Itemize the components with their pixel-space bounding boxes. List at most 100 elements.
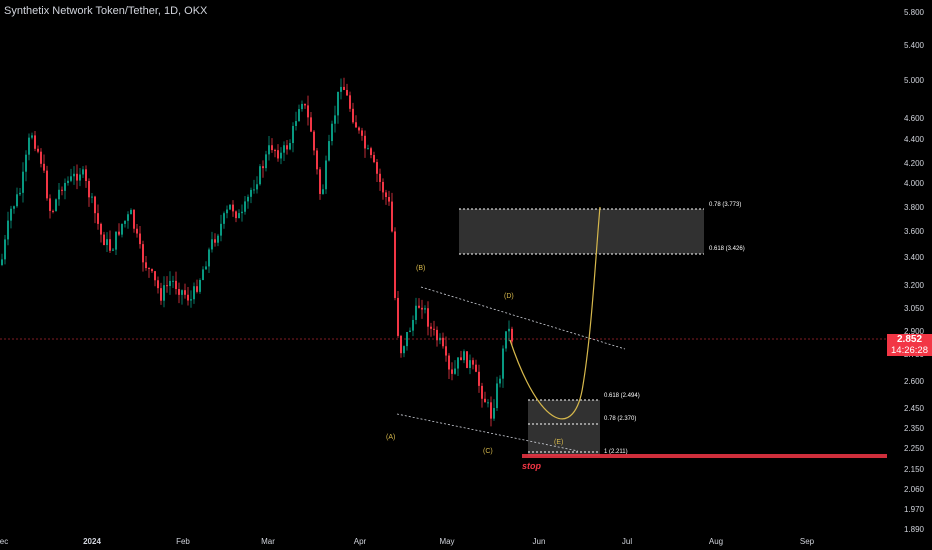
candle-body [472,360,474,365]
candle-body [190,299,192,301]
candle-body [256,184,258,190]
candle-body [4,239,6,260]
candle-body [250,189,252,197]
fib-078-upper-label: 0.78 (3.773) [709,202,741,208]
candle-body [346,89,348,96]
candle-body [382,181,384,193]
candle-body [421,307,423,310]
candle-body [253,189,255,191]
wave-label-b: (B) [416,265,425,272]
candle-body [424,308,426,310]
candle-body [427,308,429,327]
candle-body [202,269,204,280]
price-tick-label: 4.600 [904,114,925,123]
price-tick-label: 2.600 [904,377,925,386]
stop-line[interactable] [522,454,887,458]
candle-body [205,266,207,270]
candle-body [379,173,381,182]
candle-body [10,208,12,221]
candle-body [97,213,99,224]
candle-body [367,148,369,150]
candle-body [139,233,141,245]
candle-body [328,141,330,161]
fib-0618-lower-label: 0.618 (2.494) [604,393,640,399]
candle-body [490,402,492,419]
fib-078-lower-label: 0.78 (2.370) [604,416,636,422]
candle-body [85,169,87,182]
candle-body [391,201,393,232]
candle-body [340,86,342,92]
price-tick-label: 1.970 [904,505,925,514]
candle-body [163,285,165,301]
candle-body [187,294,189,301]
time-tick-label: Sep [800,537,815,546]
candle-body [385,192,387,198]
candle-body [127,214,129,221]
candle-body [319,169,321,194]
candle-body [175,280,177,290]
time-axis[interactable]: ec 2024 Feb Mar Apr May Jun Jul Aug Sep [0,537,815,546]
candle-body [292,125,294,144]
time-tick-label: Jun [533,537,546,546]
candle-body [442,337,444,347]
price-tick-label: 4.200 [904,159,925,168]
candle-body [496,383,498,409]
candle-body [184,290,186,295]
candle-body [304,103,306,106]
price-tick-label: 3.800 [904,203,925,212]
candle-body [268,145,270,155]
candle-body [109,239,111,251]
candle-body [91,196,93,198]
upper-target-zone[interactable] [459,209,704,254]
candle-body [403,346,405,354]
candle-body [409,330,411,332]
candle-body [301,103,303,110]
wave-label-e: (E) [554,439,563,446]
time-tick-label: Aug [709,537,723,546]
projection-path[interactable] [509,206,601,420]
candle-body [22,171,24,193]
candle-body [376,162,378,174]
candle-body [64,182,66,191]
candle-body [316,150,318,170]
candle-body [136,228,138,234]
candle-body [343,86,345,90]
lower-trendline[interactable] [396,413,579,452]
candle-body [76,173,78,181]
time-tick-label: Mar [261,537,275,546]
candle-body [502,348,504,379]
candle-body [313,131,315,151]
candle-body [13,206,15,209]
candle-body [217,235,219,243]
candle-body [478,371,480,386]
wave-label-a: (A) [386,434,395,441]
lower-target-zone[interactable] [528,400,600,456]
upper-trendline[interactable] [420,286,626,350]
candle-body [337,91,339,116]
candle-body [436,329,438,341]
candle-body [310,117,312,132]
candle-body [448,355,450,370]
time-tick-label: Apr [354,537,367,546]
price-tick-label: 3.600 [904,227,925,236]
fib-1-lower-label: 1 (2.211) [604,449,628,455]
candle-body [364,135,366,149]
candle-body [295,121,297,126]
candle-body [373,155,375,163]
candle-body [52,210,54,212]
candle-body [400,335,402,354]
candle-body [154,271,156,281]
price-axis[interactable]: 5.800 5.400 5.000 4.600 4.400 4.200 4.000 3.800… [904,8,925,534]
candle-body [481,385,483,399]
time-tick-label: 2024 [83,537,101,546]
candle-body [151,269,153,272]
candle-body [505,331,507,349]
candle-body [172,280,174,282]
candle-body [322,189,324,194]
candle-body [61,189,63,191]
candle-body [265,154,267,169]
candle-body [73,173,75,177]
time-tick-label: May [439,537,454,546]
price-tick-label: 4.400 [904,135,925,144]
